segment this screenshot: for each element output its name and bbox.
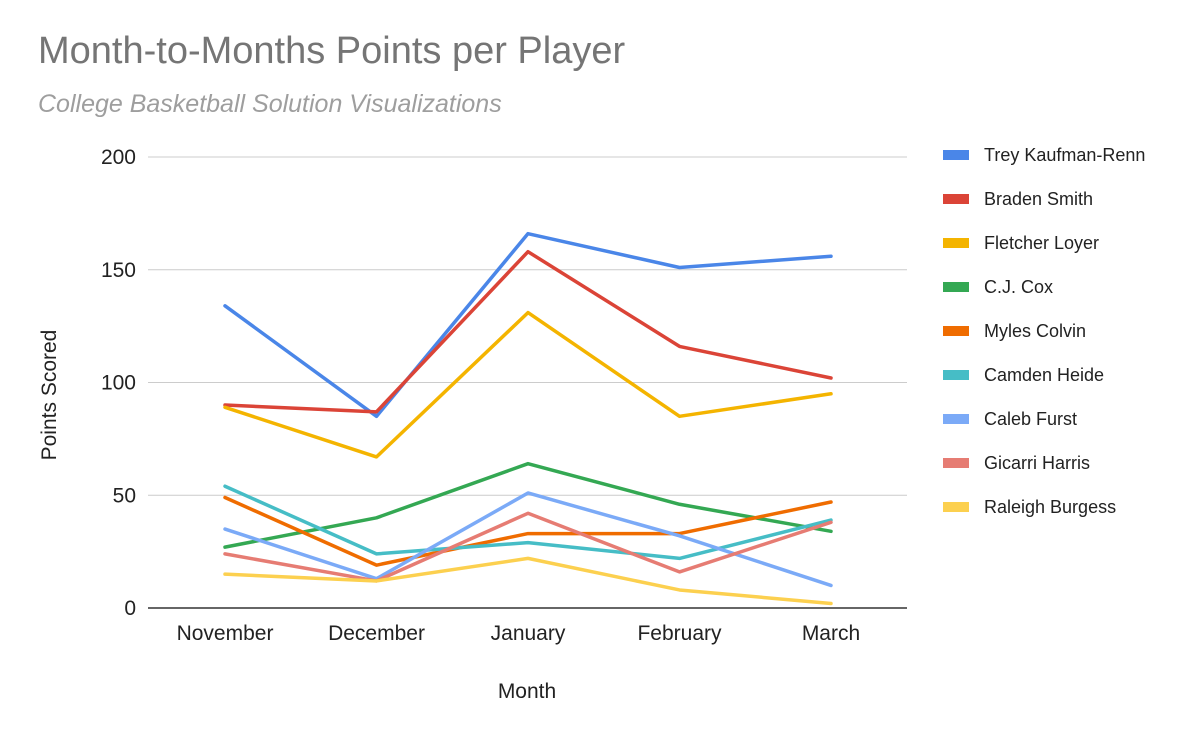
y-tick-label: 100 [101, 372, 136, 395]
legend-swatch [943, 370, 969, 380]
y-tick-label: 150 [101, 259, 136, 282]
series-line [223, 310, 833, 459]
gridlines [148, 156, 907, 609]
legend-swatch [943, 282, 969, 292]
legend-label: Caleb Furst [984, 409, 1077, 429]
series-lines [223, 231, 833, 606]
legend-swatch [943, 502, 969, 512]
legend-swatch [943, 238, 969, 248]
y-tick-label: 0 [124, 597, 136, 620]
x-tick-label: February [637, 622, 722, 645]
chart-title: Month-to-Months Points per Player [38, 30, 626, 72]
legend-swatch [943, 194, 969, 204]
y-tick-label: 200 [101, 146, 136, 169]
legend-swatch [943, 458, 969, 468]
chart-subtitle: College Basketball Solution Visualizatio… [38, 90, 502, 118]
legend-label: Myles Colvin [984, 321, 1086, 341]
series-line [223, 556, 833, 606]
series-line [223, 491, 833, 588]
x-axis-ticks: November December January February March [177, 622, 861, 645]
series-line [223, 511, 833, 583]
x-tick-label: December [328, 622, 425, 645]
x-axis-title: Month [498, 680, 556, 703]
legend-swatch [943, 150, 969, 160]
series-line [223, 495, 833, 567]
legend-swatch [943, 326, 969, 336]
series-line [223, 484, 833, 561]
legend-label: Raleigh Burgess [984, 497, 1116, 517]
legend-swatch [943, 414, 969, 424]
x-tick-label: November [177, 622, 274, 645]
legend-label: Braden Smith [984, 189, 1093, 209]
legend-label: C.J. Cox [984, 277, 1053, 297]
y-axis-ticks: 0 50 100 150 200 [101, 146, 136, 620]
y-tick-label: 50 [113, 484, 136, 507]
series-line [223, 249, 833, 414]
x-tick-label: March [802, 622, 860, 645]
legend-label: Trey Kaufman-Renn [984, 145, 1145, 165]
legend-label: Fletcher Loyer [984, 233, 1099, 253]
x-tick-label: January [491, 622, 566, 645]
legend-label: Gicarri Harris [984, 453, 1090, 473]
legend: Trey Kaufman-Renn Braden Smith Fletcher Lo… [943, 145, 1145, 517]
legend-label: Camden Heide [984, 365, 1104, 385]
y-axis-title: Points Scored [38, 330, 61, 461]
series-line [223, 461, 833, 549]
series-line [223, 231, 833, 419]
